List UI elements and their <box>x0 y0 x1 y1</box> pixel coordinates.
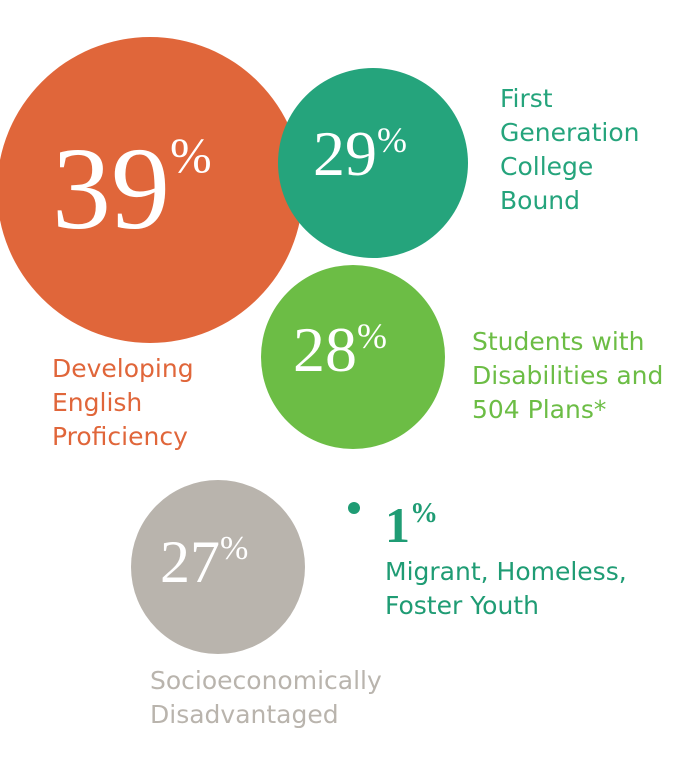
value: 39 <box>52 123 170 254</box>
value: 29 <box>313 118 377 189</box>
bubble <box>278 68 468 258</box>
value-label: 27% <box>160 529 249 595</box>
value-label: 39% <box>52 130 212 248</box>
value-label: 1% <box>385 497 438 553</box>
category-text: First Generation College Bound <box>500 84 640 215</box>
category-label: Developing English Proficiency <box>52 352 217 454</box>
value: 27 <box>160 529 220 595</box>
category-label: Students with Disabilities and 504 Plans… <box>472 325 672 427</box>
category-label: Migrant, Homeless, Foster Youth <box>385 555 650 623</box>
unit: % <box>170 127 212 183</box>
value: 28 <box>293 314 357 385</box>
value-label: 28% <box>293 318 387 382</box>
value-label: 29% <box>313 122 407 186</box>
bubble <box>348 502 360 514</box>
category-text: Socioeconomically Disadvantaged <box>150 666 382 729</box>
category-text: Developing English Proficiency <box>52 354 194 451</box>
unit: % <box>220 530 249 567</box>
value: 1 <box>385 497 410 553</box>
category-label: Socioeconomically Disadvantaged <box>150 664 410 732</box>
unit: % <box>377 120 407 160</box>
bubble <box>0 37 303 343</box>
unit: % <box>357 316 387 356</box>
unit: % <box>410 498 438 529</box>
category-text: Migrant, Homeless, Foster Youth <box>385 557 627 620</box>
category-text: Students with Disabilities and 504 Plans… <box>472 327 664 424</box>
category-label: First Generation College Bound <box>500 82 650 218</box>
bubble <box>131 480 305 654</box>
bubble <box>261 265 445 449</box>
